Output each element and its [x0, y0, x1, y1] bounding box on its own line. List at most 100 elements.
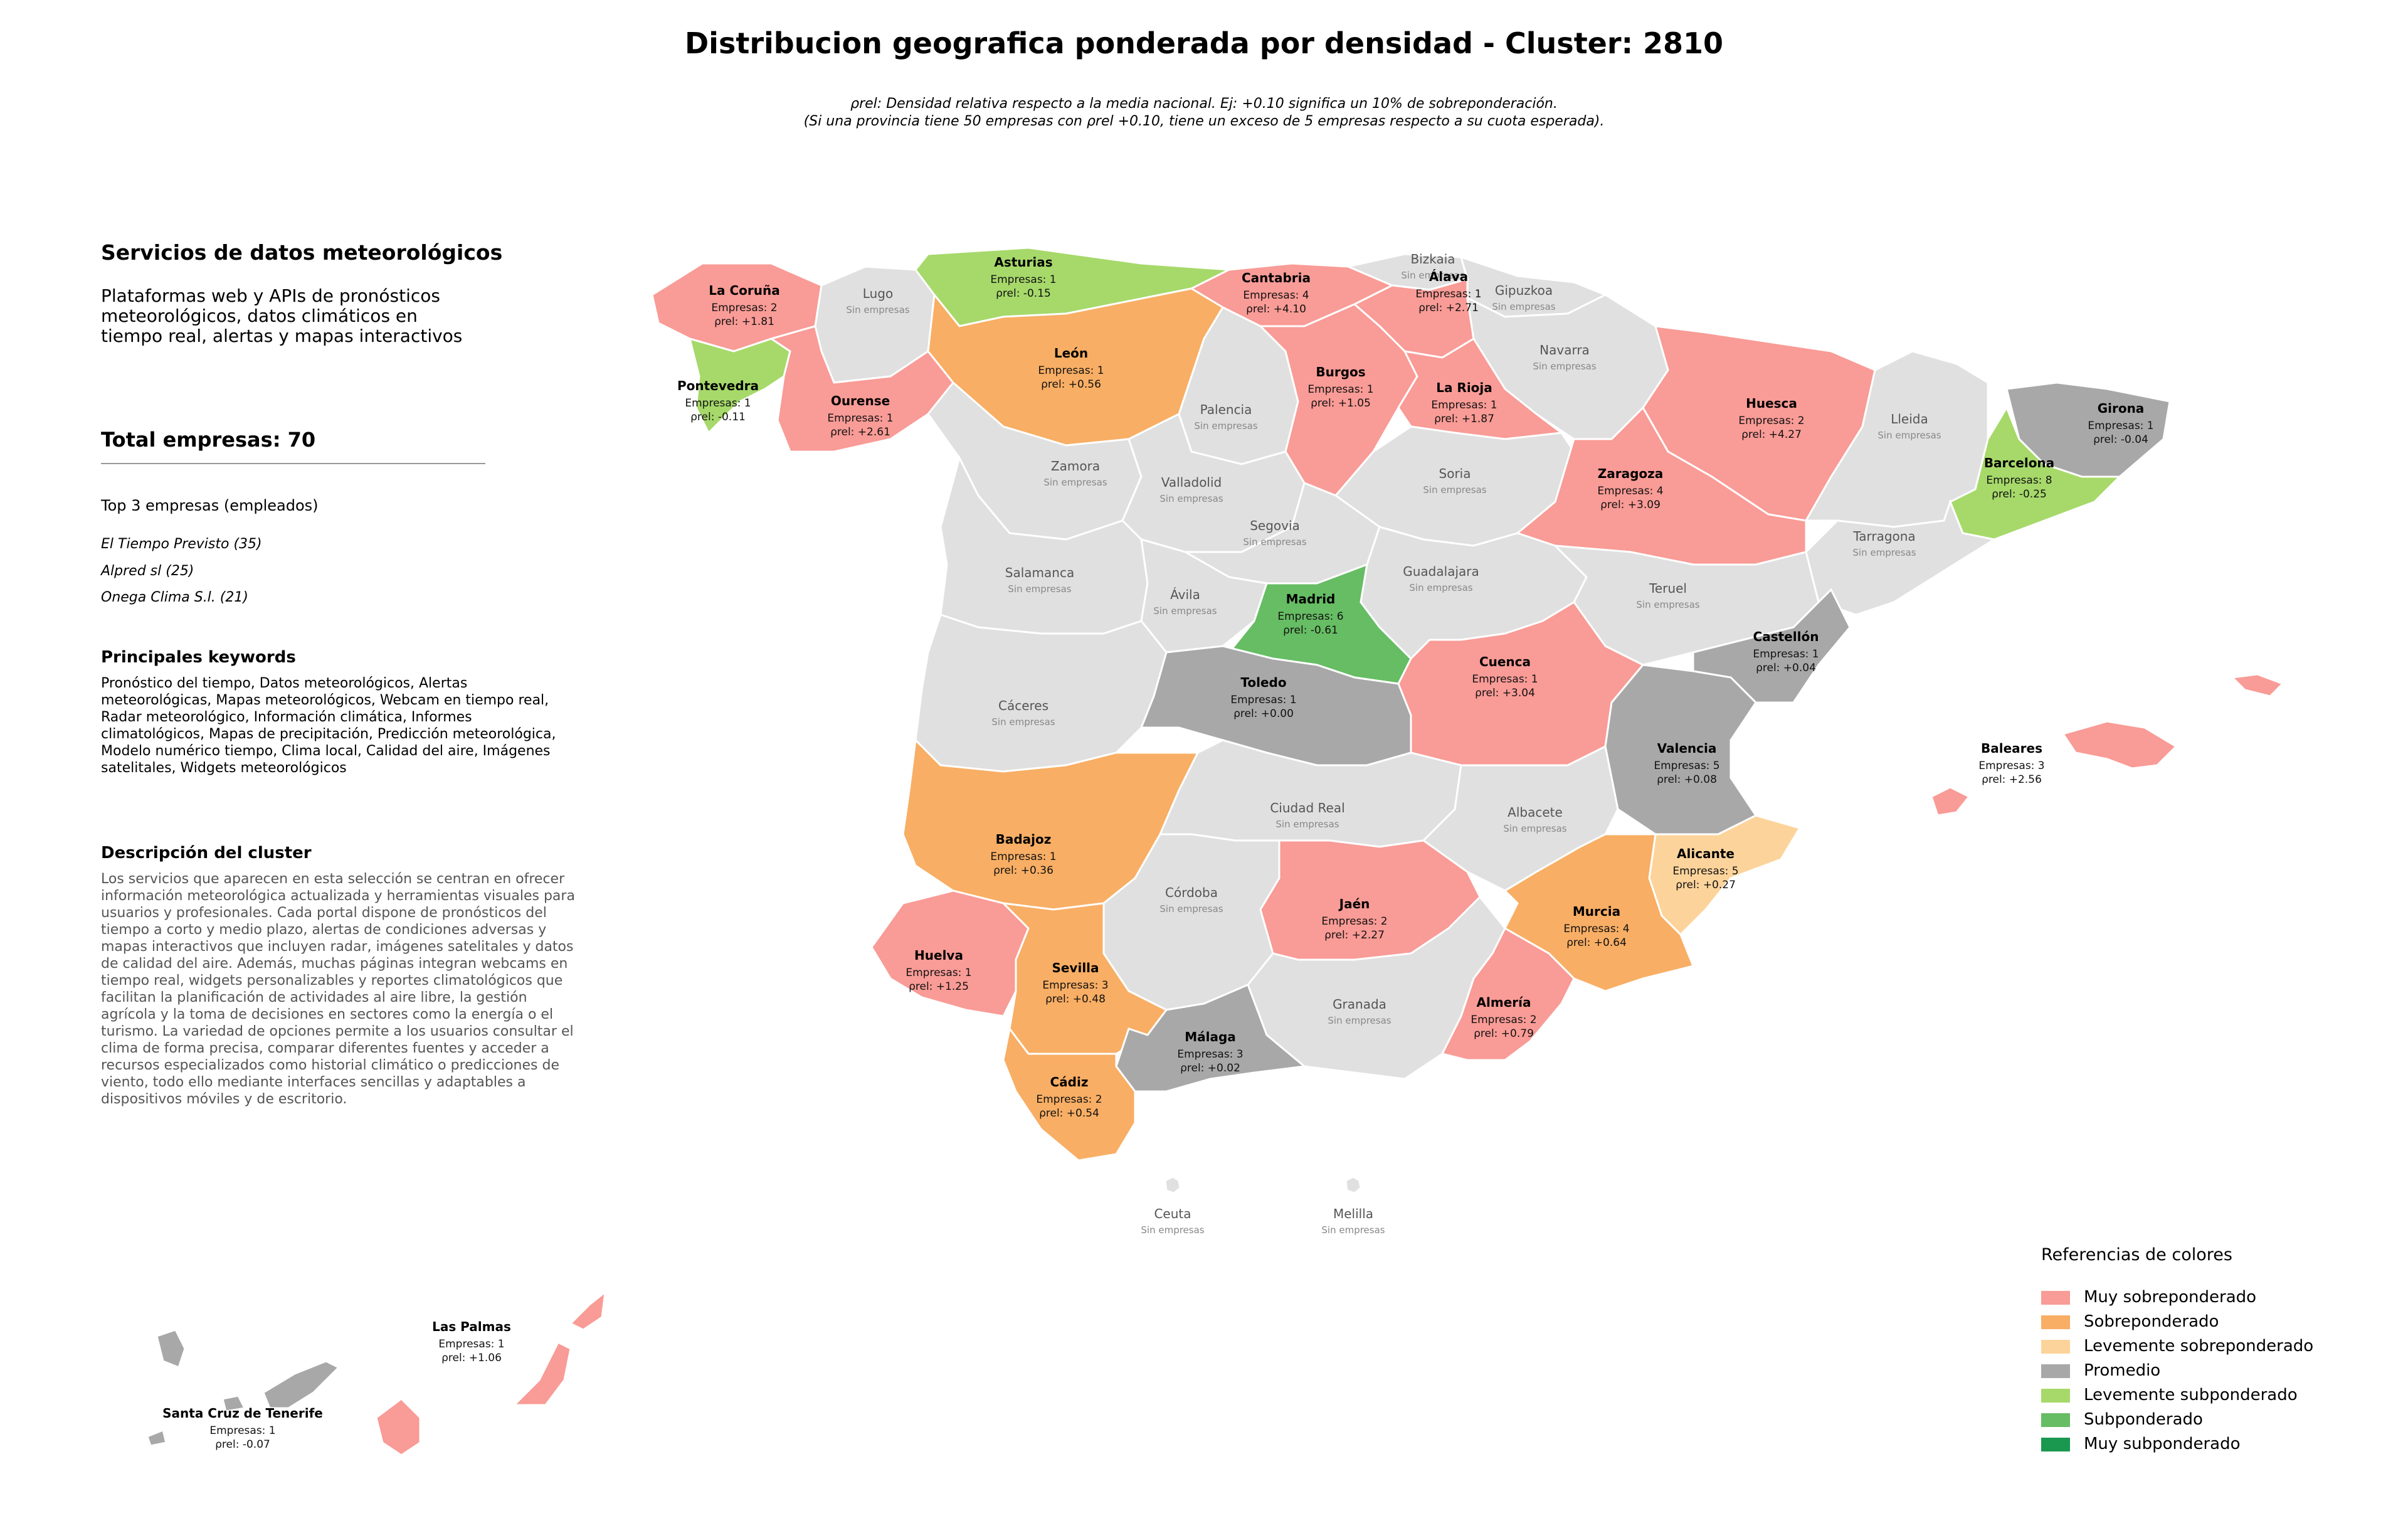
- keywords-text: Pronóstico del tiempo, Datos meteorológi…: [101, 676, 556, 776]
- legend-swatch: [2041, 1290, 2070, 1305]
- province-label-valencia: Valencia: [1657, 741, 1717, 756]
- province-cadiz: [1002, 1026, 1136, 1162]
- legend-swatch: [2041, 1339, 2070, 1354]
- province-companies-la-rioja: Empresas: 1: [1431, 399, 1497, 411]
- province-label-zamora: Zamora: [1051, 459, 1100, 474]
- legend-item: Levemente subponderado: [2041, 1386, 2298, 1404]
- province-label-pontevedra: Pontevedra: [677, 378, 759, 393]
- province-label-gipuzkoa: Gipuzkoa: [1495, 283, 1553, 298]
- province-no-companies-caceres: Sin empresas: [991, 716, 1055, 728]
- province-companies-sevilla: Empresas: 3: [1042, 979, 1108, 992]
- province-rho-castellon: ρrel: +0.04: [1756, 662, 1816, 674]
- province-label-alicante: Alicante: [1677, 846, 1735, 861]
- province-label-huelva: Huelva: [914, 948, 963, 963]
- province-label-segovia: Segovia: [1250, 518, 1300, 533]
- province-label-ciudad-real: Ciudad Real: [1270, 800, 1344, 815]
- province-rho-leon: ρrel: +0.56: [1041, 378, 1101, 391]
- province-no-companies-albacete: Sin empresas: [1503, 823, 1566, 834]
- legend-item: Subponderado: [2041, 1410, 2203, 1429]
- province-rho-la-rioja: ρrel: +1.87: [1434, 413, 1494, 425]
- province-label-ourense: Ourense: [831, 393, 890, 408]
- cluster-description-text: Los servicios que aparecen en esta selec…: [101, 871, 575, 1107]
- province-label-alava: Álava: [1429, 269, 1468, 284]
- province-label-girona: Girona: [2098, 401, 2145, 416]
- province-no-companies-guadalajara: Sin empresas: [1409, 582, 1472, 593]
- province-rho-malaga: ρrel: +0.02: [1180, 1062, 1240, 1074]
- province-label-la-coruna: La Coruña: [709, 283, 779, 298]
- province-rho-asturias: ρrel: -0.15: [996, 287, 1051, 300]
- province-no-companies-lleida: Sin empresas: [1877, 430, 1941, 441]
- province-companies-cuenca: Empresas: 1: [1472, 673, 1538, 686]
- cluster-summary: Plataformas web y APIs de pronósticos me…: [101, 285, 463, 346]
- province-label-lugo: Lugo: [863, 286, 893, 301]
- top3-heading: Top 3 empresas (empleados): [101, 497, 319, 514]
- island-baleares: [2230, 673, 2284, 698]
- province-label-jaen: Jaén: [1338, 896, 1370, 911]
- legend-swatch: [2041, 1364, 2070, 1378]
- province-santa-cruz-de-tenerife: [262, 1360, 341, 1409]
- province-no-companies-palencia: Sin empresas: [1194, 420, 1257, 432]
- province-label-las-palmas: Las Palmas: [432, 1319, 511, 1334]
- legend-item: Promedio: [2041, 1361, 2160, 1380]
- province-label-asturias: Asturias: [994, 255, 1052, 270]
- province-rho-murcia: ρrel: +0.64: [1566, 936, 1627, 949]
- province-label-sevilla: Sevilla: [1052, 960, 1099, 975]
- province-rho-badajoz: ρrel: +0.36: [993, 864, 1054, 877]
- province-companies-la-coruna: Empresas: 2: [711, 302, 777, 314]
- province-companies-huesca: Empresas: 2: [1738, 415, 1804, 427]
- province-label-huesca: Huesca: [1746, 396, 1797, 411]
- province-companies-santa-cruz-de-tenerife: Empresas: 1: [209, 1425, 275, 1437]
- subtitle-line-1: ρrel: Densidad relativa respecto a la me…: [850, 96, 1558, 112]
- province-companies-barcelona: Empresas: 8: [1986, 474, 2052, 487]
- province-companies-toledo: Empresas: 1: [1230, 694, 1296, 706]
- island-santa-cruz-de-tenerife: [156, 1329, 186, 1369]
- province-burgos: [1258, 303, 1418, 497]
- province-label-la-rioja: La Rioja: [1436, 380, 1492, 395]
- province-label-badajoz: Badajoz: [996, 832, 1052, 847]
- province-label-baleares: Baleares: [1981, 741, 2042, 756]
- province-rho-ourense: ρrel: +2.61: [830, 426, 890, 438]
- province-shapes: [146, 247, 2284, 1456]
- island-baleares: [1930, 786, 1971, 817]
- total-companies: Total empresas: 70: [101, 428, 316, 452]
- legend-item: Sobreponderado: [2041, 1312, 2219, 1331]
- legend-label: Promedio: [2084, 1361, 2161, 1380]
- province-no-companies-teruel: Sin empresas: [1636, 599, 1699, 610]
- province-label-bizkaia: Bizkaia: [1410, 252, 1455, 267]
- province-no-companies-navarra: Sin empresas: [1533, 361, 1596, 372]
- province-label-cordoba: Córdoba: [1165, 885, 1218, 900]
- province-companies-burgos: Empresas: 1: [1307, 383, 1373, 396]
- province-labels: La Coruña Empresas: 2 ρrel: +1.81 Lugo Sin e…: [162, 252, 2153, 1451]
- island-santa-cruz-de-tenerife: [146, 1428, 167, 1447]
- province-rho-cadiz: ρrel: +0.54: [1039, 1107, 1099, 1120]
- province-companies-huelva: Empresas: 1: [906, 967, 971, 979]
- province-no-companies-bizkaia: Sin empresas: [1401, 270, 1464, 281]
- province-melilla: [1344, 1175, 1362, 1194]
- province-label-lleida: Lleida: [1891, 411, 1928, 427]
- province-companies-girona: Empresas: 1: [2088, 420, 2153, 432]
- province-pontevedra: [688, 337, 791, 435]
- province-label-murcia: Murcia: [1573, 904, 1620, 919]
- province-rho-sevilla: ρrel: +0.48: [1045, 993, 1106, 1005]
- province-no-companies-soria: Sin empresas: [1423, 484, 1486, 496]
- keywords-heading: Principales keywords: [101, 648, 296, 667]
- province-las-palmas: [375, 1398, 421, 1456]
- province-rho-las-palmas: ρrel: +1.06: [441, 1352, 502, 1364]
- legend-item: Muy sobreponderado: [2041, 1288, 2256, 1307]
- top3-item: Alpred sl (25): [101, 563, 194, 579]
- cluster-title: Servicios de datos meteorológicos: [101, 240, 503, 265]
- province-label-palencia: Palencia: [1200, 402, 1252, 417]
- province-label-teruel: Teruel: [1649, 581, 1687, 596]
- province-companies-malaga: Empresas: 3: [1177, 1048, 1243, 1061]
- province-companies-badajoz: Empresas: 1: [990, 851, 1056, 863]
- province-label-almeria: Almería: [1477, 995, 1531, 1010]
- province-almeria: [1440, 926, 1575, 1061]
- province-label-leon: León: [1054, 346, 1088, 361]
- province-label-burgos: Burgos: [1316, 364, 1365, 379]
- province-rho-zaragoza: ρrel: +3.09: [1600, 499, 1661, 511]
- province-rho-baleares: ρrel: +2.56: [1982, 773, 2042, 786]
- province-no-companies-avila: Sin empresas: [1153, 605, 1217, 617]
- province-companies-zaragoza: Empresas: 4: [1597, 485, 1663, 497]
- province-castellon: [1692, 588, 1851, 704]
